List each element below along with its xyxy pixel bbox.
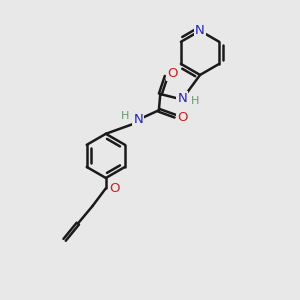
Text: O: O xyxy=(109,182,119,195)
Text: O: O xyxy=(167,67,178,80)
Text: H: H xyxy=(190,96,199,106)
Text: N: N xyxy=(178,92,187,105)
Text: N: N xyxy=(133,112,143,126)
Text: H: H xyxy=(121,111,129,121)
Text: O: O xyxy=(177,111,188,124)
Text: N: N xyxy=(195,24,205,37)
